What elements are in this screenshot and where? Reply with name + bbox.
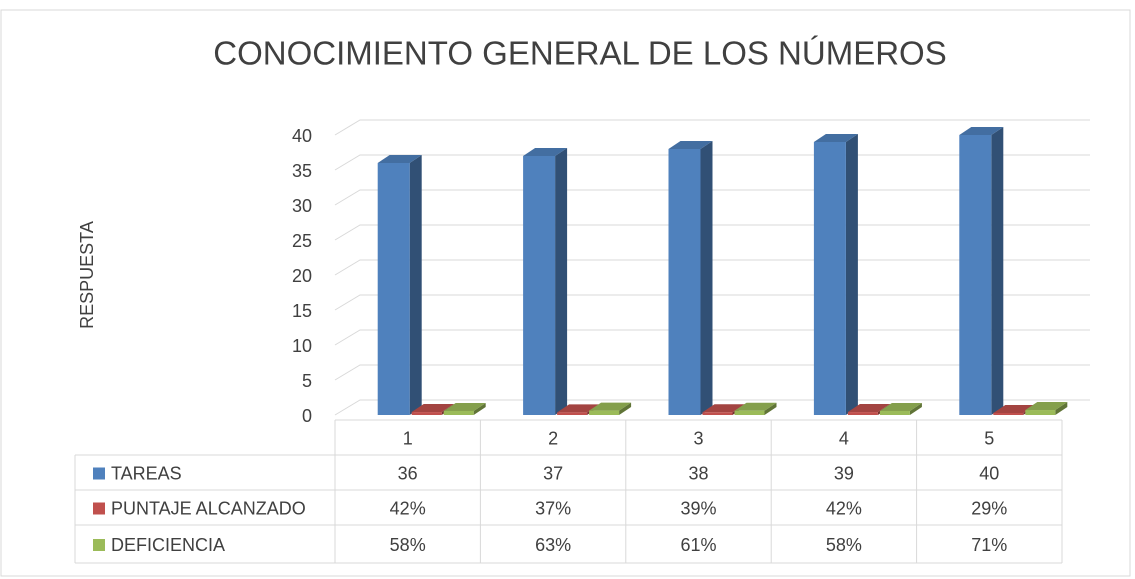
bar: [734, 410, 765, 415]
bar-side: [473, 402, 486, 415]
y-tick-label: 5: [302, 371, 312, 391]
bar: [702, 412, 733, 415]
legend-key: [93, 502, 105, 515]
y-axis-label: RESPUESTA: [77, 221, 97, 329]
bar-top: [959, 127, 1004, 135]
bar: [443, 410, 474, 415]
bar: [411, 412, 442, 415]
x-tick-label: 4: [839, 428, 849, 448]
table-value: 36: [398, 463, 418, 483]
bar-top: [993, 404, 1036, 413]
bar-top: [668, 141, 713, 149]
bar-top: [879, 402, 922, 411]
table-value: 38: [688, 463, 708, 483]
bar: [879, 410, 910, 415]
table-value: 37: [543, 463, 563, 483]
bar-top: [813, 134, 858, 142]
bar-top: [411, 404, 454, 413]
bar-top: [1025, 402, 1068, 411]
bar: [1025, 410, 1056, 415]
y-tick-label: 25: [292, 231, 312, 251]
bar-side: [764, 402, 777, 415]
bar-side: [700, 141, 713, 415]
legend-label: PUNTAJE ALCANZADO: [111, 498, 306, 518]
table-value: 61%: [680, 535, 716, 555]
bar-side: [619, 402, 632, 415]
bar-top: [377, 155, 422, 163]
table-value: 71%: [971, 535, 1007, 555]
table-value: 42%: [826, 498, 862, 518]
bar-side: [845, 134, 858, 415]
bar-top: [847, 404, 890, 413]
y-tick-label: 10: [292, 336, 312, 356]
grid-line: [334, 119, 1090, 136]
bar-side: [991, 127, 1004, 415]
bar-side: [555, 148, 568, 415]
table-value: 63%: [535, 535, 571, 555]
legend-label: DEFICIENCIA: [111, 535, 225, 555]
bar: [993, 412, 1024, 415]
bar: [959, 135, 992, 415]
bar-top: [589, 402, 632, 411]
table-value: 37%: [535, 498, 571, 518]
table-value: 39%: [680, 498, 716, 518]
table-value: 42%: [390, 498, 426, 518]
table-value: 39: [834, 463, 854, 483]
bar-top: [734, 402, 777, 411]
bar-side: [909, 402, 922, 415]
bar-top: [557, 404, 600, 413]
bar-top: [443, 402, 486, 411]
bar: [377, 163, 410, 415]
chart-title: CONOCIMIENTO GENERAL DE LOS NÚMEROS: [213, 35, 946, 72]
bar: [668, 149, 701, 415]
y-tick-label: 30: [292, 196, 312, 216]
x-tick-label: 1: [403, 428, 413, 448]
bar-top: [523, 148, 568, 156]
table-value: 40: [979, 463, 999, 483]
y-tick-label: 35: [292, 161, 312, 181]
bar: [813, 142, 846, 415]
table-value: 58%: [826, 535, 862, 555]
bar-side: [1055, 402, 1068, 415]
y-tick-label: 15: [292, 301, 312, 321]
legend-key: [93, 467, 105, 480]
bar: [589, 410, 620, 415]
y-tick-label: 20: [292, 266, 312, 286]
y-tick-label: 40: [292, 126, 312, 146]
table-value: 58%: [390, 535, 426, 555]
bar-side: [409, 155, 422, 415]
legend-label: TAREAS: [111, 463, 182, 483]
table-value: 29%: [971, 498, 1007, 518]
bar-top: [702, 404, 745, 413]
legend-key: [93, 539, 105, 551]
x-tick-label: 2: [548, 428, 558, 448]
bar: [847, 412, 878, 415]
x-tick-label: 3: [693, 428, 703, 448]
y-tick-label: 0: [302, 406, 312, 426]
x-tick-label: 5: [984, 428, 994, 448]
bar: [523, 156, 556, 415]
bar: [557, 412, 588, 415]
